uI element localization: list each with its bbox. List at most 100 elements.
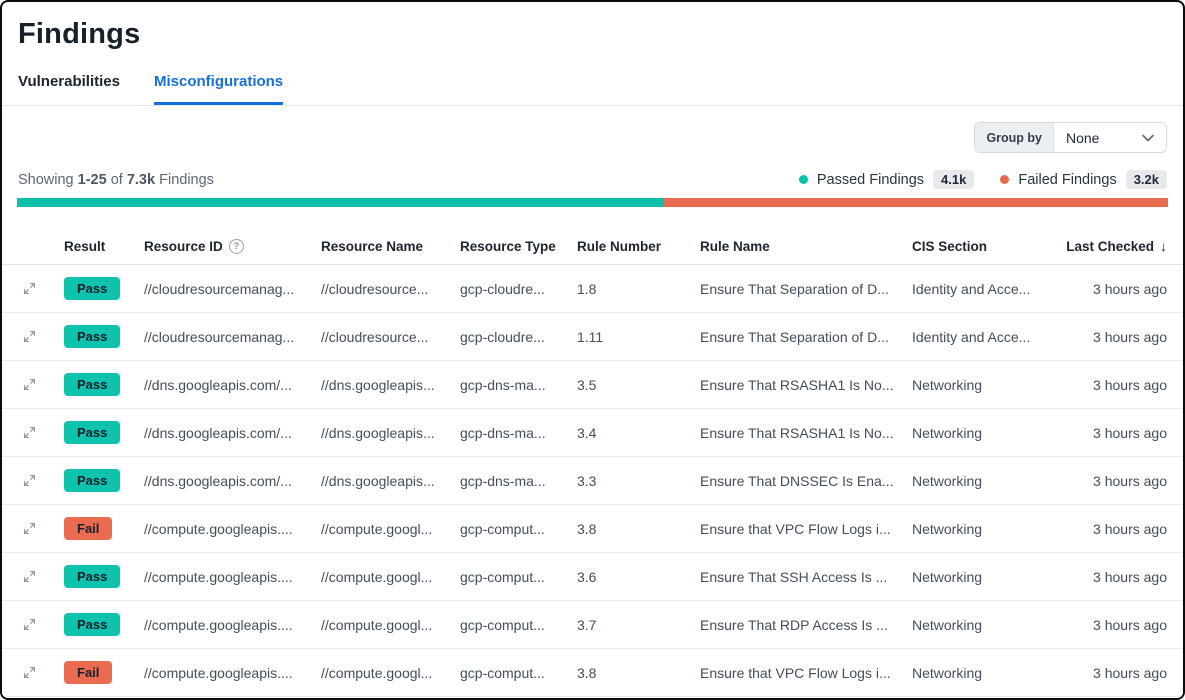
- cell-resource-type: gcp-comput...: [460, 664, 545, 681]
- cell-rule-name: Ensure that VPC Flow Logs i...: [700, 664, 891, 681]
- expand-row-button[interactable]: [18, 566, 40, 588]
- cell-resource-id: //dns.googleapis.com/...: [144, 424, 292, 441]
- cell-last-checked: 3 hours ago: [1093, 424, 1167, 441]
- table-row[interactable]: Pass //dns.googleapis.com/... //dns.goog…: [2, 409, 1183, 457]
- cell-resource-id: //dns.googleapis.com/...: [144, 472, 292, 489]
- expand-icon: [23, 379, 35, 390]
- cell-rule-number: 3.4: [577, 424, 597, 441]
- legend-failed[interactable]: Failed Findings 3.2k: [1000, 170, 1167, 189]
- cell-cis-section: Networking: [912, 520, 983, 537]
- expand-icon: [23, 667, 35, 678]
- table-row[interactable]: Pass //compute.googleapis.... //compute.…: [2, 601, 1183, 649]
- tab-misconfigurations[interactable]: Misconfigurations: [153, 73, 284, 105]
- legend-passed[interactable]: Passed Findings 4.1k: [798, 170, 975, 189]
- failed-label: Failed Findings: [1018, 171, 1117, 188]
- cell-rule-name: Ensure That Separation of D...: [700, 280, 889, 297]
- cell-rule-number: 3.7: [577, 616, 597, 633]
- table-row[interactable]: Fail //compute.googleapis.... //compute.…: [2, 649, 1183, 697]
- cell-resource-name: //cloudresource...: [321, 328, 429, 345]
- result-range: 1-25: [77, 171, 107, 188]
- status-row: Showing 1-25 of 7.3k Findings Passed Fin…: [2, 170, 1183, 189]
- cell-resource-id: //compute.googleapis....: [144, 616, 293, 633]
- expand-icon: [23, 571, 35, 582]
- header-resource-name: Resource Name: [321, 238, 424, 254]
- table-row[interactable]: Pass //dns.googleapis.com/... //dns.goog…: [2, 361, 1183, 409]
- result-badge: Pass: [64, 565, 121, 588]
- cell-resource-id: //compute.googleapis....: [144, 568, 293, 585]
- tab-vulnerabilities[interactable]: Vulnerabilities: [18, 73, 120, 90]
- cell-rule-number: 3.8: [577, 664, 597, 681]
- cell-resource-id: //dns.googleapis.com/...: [144, 376, 292, 393]
- expand-row-button[interactable]: [18, 422, 40, 444]
- header-last-checked[interactable]: Last Checked ↓: [1066, 238, 1167, 254]
- cell-resource-name: //dns.googleapis...: [321, 424, 435, 441]
- cell-rule-name: Ensure That RSASHA1 Is No...: [700, 424, 894, 441]
- expand-icon: [23, 283, 35, 294]
- expand-row-button[interactable]: [18, 614, 40, 636]
- cell-resource-id: //cloudresourcemanag...: [144, 328, 295, 345]
- expand-row-button[interactable]: [18, 326, 40, 348]
- cell-cis-section: Networking: [912, 568, 983, 585]
- cell-cis-section: Identity and Acce...: [912, 328, 1031, 345]
- cell-last-checked: 3 hours ago: [1093, 376, 1167, 393]
- expand-row-button[interactable]: [18, 374, 40, 396]
- table-row[interactable]: Pass //dns.googleapis.com/... //dns.goog…: [2, 457, 1183, 505]
- cell-rule-name: Ensure That RDP Access Is ...: [700, 616, 888, 633]
- failed-bar-segment: [663, 198, 1168, 207]
- expand-row-button[interactable]: [18, 278, 40, 300]
- header-result: Result: [64, 238, 106, 254]
- cell-last-checked: 3 hours ago: [1093, 568, 1167, 585]
- sort-desc-icon: ↓: [1160, 238, 1167, 254]
- help-icon[interactable]: ?: [228, 238, 244, 254]
- cell-rule-name: Ensure that VPC Flow Logs i...: [700, 520, 891, 537]
- result-badge: Pass: [64, 421, 121, 444]
- group-by-value[interactable]: None: [1054, 123, 1166, 152]
- cell-rule-number: 1.11: [577, 328, 604, 345]
- result-badge: Fail: [64, 517, 113, 540]
- result-badge: Fail: [64, 661, 113, 684]
- group-by-label: Group by: [975, 123, 1054, 152]
- cell-resource-name: //compute.googl...: [321, 520, 433, 537]
- cell-last-checked: 3 hours ago: [1093, 472, 1167, 489]
- cell-cis-section: Networking: [912, 472, 983, 489]
- expand-row-button[interactable]: [18, 518, 40, 540]
- findings-table-body: Pass //cloudresourcemanag... //cloudreso…: [2, 265, 1183, 697]
- cell-rule-name: Ensure That SSH Access Is ...: [700, 568, 888, 585]
- cell-last-checked: 3 hours ago: [1093, 328, 1167, 345]
- cell-resource-id: //compute.googleapis....: [144, 520, 293, 537]
- cell-last-checked: 3 hours ago: [1093, 664, 1167, 681]
- expand-row-button[interactable]: [18, 662, 40, 684]
- cell-resource-name: //compute.googl...: [321, 568, 433, 585]
- header-rule-number: Rule Number: [577, 238, 662, 254]
- table-row[interactable]: Pass //cloudresourcemanag... //cloudreso…: [2, 313, 1183, 361]
- passed-bar-segment: [17, 198, 664, 207]
- passed-count-badge: 4.1k: [933, 170, 975, 189]
- header-cis-section: CIS Section: [912, 238, 988, 254]
- cell-resource-type: gcp-comput...: [460, 616, 545, 633]
- result-badge: Pass: [64, 469, 121, 492]
- cell-cis-section: Networking: [912, 424, 983, 441]
- expand-row-button[interactable]: [18, 470, 40, 492]
- group-by-selected: None: [1066, 129, 1100, 146]
- result-total: 7.3k: [126, 171, 156, 188]
- cell-resource-id: //compute.googleapis....: [144, 664, 293, 681]
- table-row[interactable]: Fail //compute.googleapis.... //compute.…: [2, 505, 1183, 553]
- cell-rule-number: 3.5: [577, 376, 597, 393]
- cell-rule-number: 3.3: [577, 472, 597, 489]
- cell-rule-name: Ensure That DNSSEC Is Ena...: [700, 472, 894, 489]
- cell-cis-section: Identity and Acce...: [912, 280, 1031, 297]
- cell-rule-name: Ensure That RSASHA1 Is No...: [700, 376, 894, 393]
- cell-rule-number: 3.8: [577, 520, 597, 537]
- table-row[interactable]: Pass //compute.googleapis.... //compute.…: [2, 553, 1183, 601]
- cell-resource-name: //dns.googleapis...: [321, 376, 435, 393]
- failed-dot-icon: [1000, 175, 1010, 184]
- table-row[interactable]: Pass //cloudresourcemanag... //cloudreso…: [2, 265, 1183, 313]
- header-resource-id: Resource ID ?: [144, 238, 321, 254]
- pass-fail-bar: [17, 198, 1168, 207]
- cell-resource-name: //compute.googl...: [321, 664, 433, 681]
- results-summary: Showing 1-25 of 7.3k Findings: [18, 171, 214, 188]
- cell-resource-name: //dns.googleapis...: [321, 472, 435, 489]
- cell-cis-section: Networking: [912, 664, 983, 681]
- group-by-dropdown[interactable]: Group by None: [974, 122, 1167, 153]
